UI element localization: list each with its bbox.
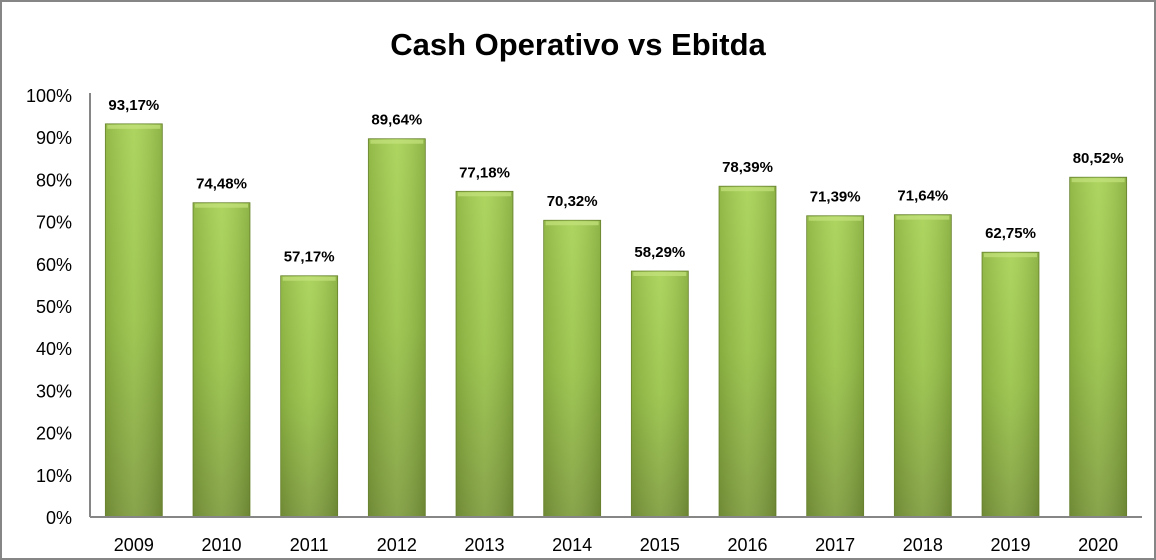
data-label: 80,52%	[1073, 150, 1124, 167]
data-label: 93,17%	[108, 97, 159, 114]
data-label: 74,48%	[196, 176, 247, 193]
bar-bevel-2020	[1071, 178, 1125, 183]
bar-shade-2019	[982, 252, 1039, 517]
bar-shade-2020	[1069, 177, 1127, 517]
bar-bevel-2016	[721, 187, 774, 192]
y-tick-label: 90%	[36, 128, 72, 148]
y-tick-label: 10%	[36, 466, 72, 486]
data-label: 58,29%	[634, 244, 685, 261]
x-tick-label: 2015	[640, 535, 680, 555]
data-label: 78,39%	[722, 159, 773, 176]
bar-bevel-2009	[107, 124, 161, 129]
x-tick-label: 2020	[1078, 535, 1118, 555]
bar-bevel-2018	[896, 215, 950, 220]
bar-shade-2014	[543, 220, 601, 517]
bar-bevel-2010	[195, 203, 248, 208]
bar-shade-2012	[368, 138, 426, 518]
data-label: 71,64%	[897, 188, 948, 205]
y-tick-label: 80%	[36, 170, 72, 190]
y-tick-label: 50%	[36, 297, 72, 317]
bar-shade-2018	[894, 214, 952, 517]
y-tick-label: 40%	[36, 339, 72, 359]
x-tick-label: 2010	[201, 535, 241, 555]
y-tick-label: 20%	[36, 424, 72, 444]
chart-title: Cash Operativo vs Ebitda	[390, 27, 766, 62]
bar-bevel-2019	[984, 253, 1037, 258]
x-tick-label: 2009	[114, 535, 154, 555]
bar-shade-2013	[456, 191, 513, 517]
data-label: 77,18%	[459, 164, 510, 181]
bar-bevel-2011	[282, 276, 336, 281]
y-tick-label: 70%	[36, 213, 72, 233]
y-tick-label: 0%	[46, 508, 72, 528]
bar-shade-2016	[719, 186, 776, 517]
bar-shade-2015	[631, 271, 689, 517]
bar-bevel-2012	[370, 139, 424, 144]
x-tick-label: 2019	[990, 535, 1030, 555]
bar-bevel-2014	[545, 221, 599, 226]
data-label: 89,64%	[371, 112, 422, 129]
bar-bevel-2017	[808, 216, 862, 221]
x-tick-label: 2011	[290, 535, 329, 555]
bar-shade-2009	[105, 123, 163, 517]
data-label: 57,17%	[284, 249, 335, 266]
bar-shade-2010	[193, 202, 250, 517]
data-label: 70,32%	[547, 193, 598, 210]
x-tick-label: 2012	[377, 535, 417, 555]
x-tick-label: 2014	[552, 535, 592, 555]
data-label: 62,75%	[985, 225, 1036, 242]
data-label: 71,39%	[810, 189, 861, 206]
x-tick-label: 2017	[815, 535, 855, 555]
x-tick-label: 2018	[903, 535, 943, 555]
bar-bevel-2015	[633, 272, 687, 277]
bar-bevel-2013	[458, 192, 511, 197]
y-tick-label: 100%	[26, 86, 72, 106]
x-tick-label: 2013	[464, 535, 504, 555]
x-tick-label: 2016	[727, 535, 767, 555]
bar-shade-2011	[280, 275, 338, 517]
y-tick-label: 60%	[36, 255, 72, 275]
y-tick-label: 30%	[36, 381, 72, 401]
bar-shade-2017	[806, 215, 864, 518]
